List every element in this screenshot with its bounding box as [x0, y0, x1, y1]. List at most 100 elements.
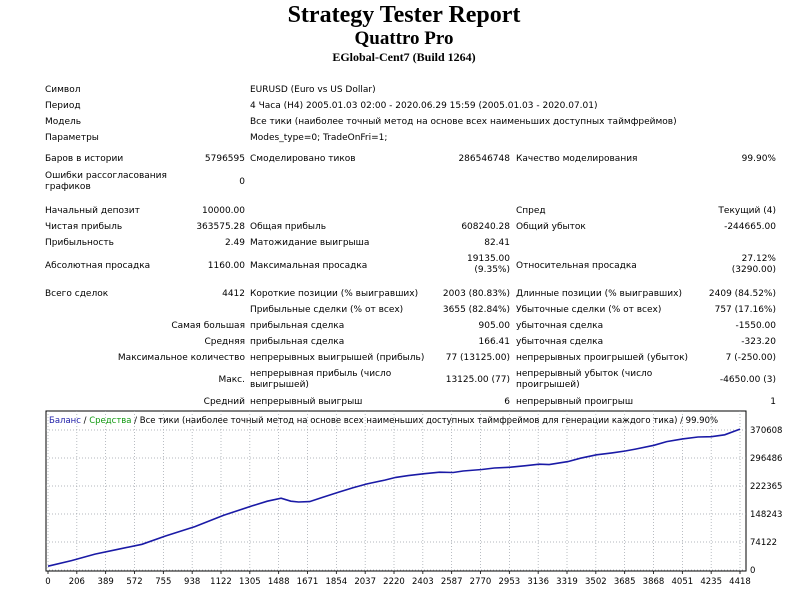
legend-separator: / [131, 416, 139, 426]
max-profit-label-1: непрерывная прибыль (число [250, 369, 392, 379]
largest-label: Самая большая [171, 321, 245, 331]
errors-label-1: Ошибки рассогласования [45, 171, 167, 181]
average-profit-value: 166.41 [478, 337, 511, 347]
max-label: Макс. [218, 375, 245, 385]
max-drawdown-percent: (9.35%) [474, 265, 510, 275]
period-label: Период [45, 101, 81, 111]
gross-profit-value: 608240.28 [461, 222, 510, 232]
profit-trades-label: Прибыльные сделки (% от всех) [250, 305, 404, 315]
largest-profit-value: 905.00 [478, 321, 511, 331]
total-trades-label: Всего сделок [45, 289, 109, 299]
max-wins-value: 77 (13125.00) [445, 353, 510, 363]
max-losses-label: непрерывных проигрышей (убыток) [516, 353, 689, 363]
long-positions-label: Длинные позиции (% выигравших) [516, 289, 682, 299]
max-drawdown-label: Максимальная просадка [250, 261, 368, 271]
max-profit-value: 13125.00 (77) [445, 375, 510, 385]
x-tick-label: 206 [69, 577, 85, 587]
x-tick-label: 2220 [383, 577, 405, 587]
average-label: Средняя [204, 337, 245, 347]
net-profit-label: Чистая прибыль [45, 222, 123, 232]
spread-label: Спред [516, 206, 546, 216]
x-tick-label: 755 [155, 577, 171, 587]
x-tick-label: 1488 [268, 577, 290, 587]
gross-loss-value: -244665.00 [724, 222, 776, 232]
gross-loss-label: Общий убыток [516, 222, 586, 232]
average-profit-label: прибыльная сделка [250, 337, 345, 347]
y-tick-label: 222365 [750, 482, 782, 492]
bars-label: Баров в истории [45, 154, 124, 164]
loss-trades-label: Убыточные сделки (% от всех) [516, 305, 662, 315]
bars-value: 5796595 [204, 154, 245, 164]
gross-profit-label: Общая прибыль [250, 222, 327, 232]
max-count-label: Максимальное количество [117, 353, 245, 363]
max-loss-value: -4650.00 (3) [719, 375, 776, 385]
y-tick-label: 148243 [750, 510, 782, 520]
max-profit-label-2: выигрышей) [250, 380, 309, 390]
x-tick-label: 4418 [729, 577, 751, 587]
legend-balance: Баланс [49, 416, 81, 426]
model-value: Все тики (наиболее точный метод на основ… [250, 117, 677, 127]
ticks-value: 286546748 [458, 154, 510, 164]
errors-label-2: графиков [45, 182, 91, 192]
max-loss-label-2: проигрышей) [516, 380, 580, 390]
long-positions-value: 2409 (84.52%) [708, 289, 776, 299]
stats-table: Символ EURUSD (Euro vs US Dollar) Период… [45, 85, 776, 407]
max-losses-value: 7 (-250.00) [725, 353, 776, 363]
quality-label: Качество моделирования [516, 154, 638, 164]
profit-factor-label: Прибыльность [45, 238, 114, 248]
total-trades-value: 4412 [222, 289, 245, 299]
server-build: EGlobal-Cent7 (Build 1264) [332, 50, 476, 64]
legend-separator: / [81, 416, 89, 426]
grid-lines [46, 411, 746, 574]
chart-legend: Баланс / Средства / Все тики (наиболее т… [49, 416, 718, 426]
legend-model: Все тики (наиболее точный метод на основ… [140, 416, 718, 426]
balance-chart: 370608 296486 222365 148243 74122 0 0 206 389 57… [42, 410, 782, 594]
quality-value: 99.90% [741, 154, 776, 164]
params-value: Modes_type=0; TradeOnFri=1; [250, 133, 388, 143]
net-profit-value: 363575.28 [196, 222, 245, 232]
plot-frame [45, 410, 747, 572]
short-positions-value: 2003 (80.83%) [442, 289, 510, 299]
x-tick-label: 2403 [412, 577, 434, 587]
report-title: Strategy Tester Report [287, 2, 521, 28]
avg-wins-value: 6 [504, 397, 510, 407]
expert-name: Quattro Pro [354, 28, 454, 49]
y-tick-label: 370608 [750, 426, 782, 436]
max-drawdown-value: 19135.00 [467, 254, 510, 264]
x-tick-label: 0 [45, 577, 50, 587]
avg-label: Средний [203, 397, 245, 407]
avg-wins-label: непрерывный выигрыш [250, 397, 363, 407]
payoff-label: Матожидание выигрыша [250, 238, 370, 248]
x-tick-label: 1671 [297, 577, 319, 587]
average-loss-label: убыточная сделка [516, 337, 604, 347]
model-label: Модель [45, 117, 82, 127]
deposit-value: 10000.00 [202, 206, 245, 216]
max-loss-label-1: непрерывный убыток (число [516, 369, 653, 379]
short-positions-label: Короткие позиции (% выигравших) [250, 289, 419, 299]
x-tick-label: 1854 [326, 577, 348, 587]
largest-loss-label: убыточная сделка [516, 321, 604, 331]
loss-trades-value: 757 (17.16%) [714, 305, 776, 315]
params-label: Параметры [45, 133, 99, 143]
x-tick-label: 2953 [499, 577, 521, 587]
avg-losses-label: непрерывный проигрыш [516, 397, 634, 407]
rel-drawdown-label: Относительная просадка [516, 261, 637, 271]
symbol-value: EURUSD (Euro vs US Dollar) [250, 85, 376, 95]
x-tick-label: 572 [126, 577, 142, 587]
x-tick-label: 3319 [556, 577, 578, 587]
payoff-value: 82.41 [484, 238, 510, 248]
rel-drawdown-money: (3290.00) [731, 265, 776, 275]
x-tick-label: 938 [184, 577, 200, 587]
x-axis-labels: 0 206 389 572 755 938 1122 1305 1488 1671 1854 2037… [45, 577, 751, 587]
y-tick-label: 296486 [750, 454, 782, 464]
x-tick-label: 3868 [643, 577, 665, 587]
x-tick-label: 389 [98, 577, 114, 587]
y-tick-label: 74122 [750, 538, 777, 548]
balance-chart-svg: 370608 296486 222365 148243 74122 0 0 206 389 57… [45, 410, 782, 587]
period-value: 4 Часа (H4) 2005.01.03 02:00 - 2020.06.2… [250, 101, 598, 111]
symbol-label: Символ [45, 85, 81, 95]
x-tick-label: 1305 [239, 577, 261, 587]
largest-profit-label: прибыльная сделка [250, 321, 345, 331]
x-tick-label: 4235 [700, 577, 722, 587]
x-tick-label: 3502 [585, 577, 607, 587]
